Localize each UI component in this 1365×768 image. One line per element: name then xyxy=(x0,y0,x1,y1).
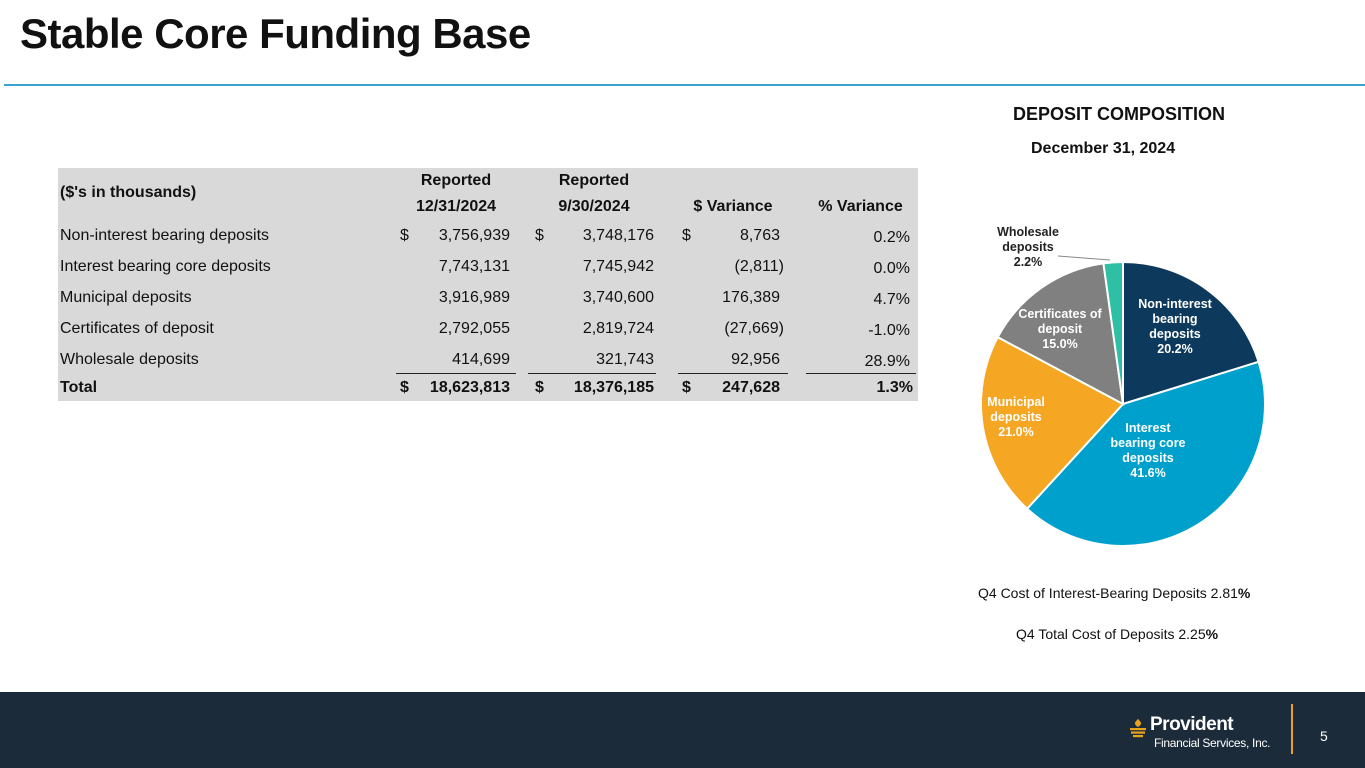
subtotal-rule xyxy=(678,373,788,374)
col-header-reported-1231-line2: 12/31/2024 xyxy=(415,198,497,215)
cell-pct: 28.9% xyxy=(864,353,910,370)
pie-slice-non-interest-bearing-deposits xyxy=(1122,260,1260,406)
cell-pct: 0.2% xyxy=(873,229,910,246)
logo-subtitle: Financial Services, Inc. xyxy=(1154,736,1271,750)
row-label-municipal: Municipal deposits xyxy=(60,289,192,306)
col-header-reported-0930-line2: 9/30/2024 xyxy=(558,198,630,215)
row-label-certificates: Certificates of deposit xyxy=(60,320,214,337)
row-label-non-interest: Non-interest bearing deposits xyxy=(60,227,270,244)
page-title: Stable Core Funding Base xyxy=(20,10,531,57)
footer-divider xyxy=(1291,704,1293,754)
cell-r2: 3,748,176 xyxy=(582,227,654,244)
cell-r2: 321,743 xyxy=(596,351,654,368)
pie-label-municipal-deposits: Municipal deposits 21.0% xyxy=(987,395,1045,439)
pie-label-non-interest-bearing-deposits: Non-interest bearing deposits 20.2% xyxy=(1138,297,1212,356)
dollar-sign: $ xyxy=(400,227,409,244)
cell-r1: 2,792,055 xyxy=(438,320,510,337)
cell-total-pct: 1.3% xyxy=(876,379,913,396)
pie-slice-wholesale-deposits xyxy=(1102,260,1124,405)
pie-label-wholesale-deposits: Wholesale deposits 2.2% xyxy=(997,225,1059,269)
unit-label: ($'s in thousands) xyxy=(60,184,197,201)
col-header-pct-variance: % Variance xyxy=(818,198,903,215)
cell-pct: 4.7% xyxy=(873,291,910,308)
chart-subtitle: December 31, 2024 xyxy=(1031,140,1176,157)
cost-total-note: Q4 Total Cost of Deposits 2.25% xyxy=(1016,626,1219,642)
cell-r1: 3,916,989 xyxy=(438,289,510,306)
chart-title: DEPOSIT COMPOSITION xyxy=(1013,104,1226,124)
dollar-sign: $ xyxy=(682,379,691,396)
cell-total-r2: 18,376,185 xyxy=(573,379,654,396)
deposit-composition-pie: Non-interest bearing deposits 20.2% Interest… xyxy=(980,225,1266,547)
cell-pct: 0.0% xyxy=(873,260,910,277)
cost-interest-bearing-note: Q4 Cost of Interest-Bearing Deposits 2.8… xyxy=(978,585,1251,601)
cell-var: 92,956 xyxy=(731,351,780,368)
pie-slice-municipal-deposits xyxy=(980,335,1125,511)
logo-name: Provident xyxy=(1150,714,1234,735)
cell-total-var: 247,628 xyxy=(722,379,780,396)
subtotal-rule xyxy=(528,373,656,374)
dollar-sign: $ xyxy=(535,227,544,244)
footer-bar: Provident Financial Services, Inc. 5 xyxy=(0,692,1365,768)
cell-var: 176,389 xyxy=(722,289,780,306)
cell-pct: -1.0% xyxy=(868,322,910,339)
pie-label-interest-bearing-core-deposits: Interest bearing core deposits 41.6% xyxy=(1110,421,1185,480)
cell-var: (27,669) xyxy=(724,320,784,337)
title-divider xyxy=(4,84,1365,86)
cell-var: 8,763 xyxy=(739,227,780,244)
cell-r1: 3,756,939 xyxy=(438,227,510,244)
col-header-reported-1231-line1: Reported xyxy=(420,172,492,189)
cell-total-r1: 18,623,813 xyxy=(429,379,510,396)
dollar-sign: $ xyxy=(682,227,691,244)
pie-slice-interest-bearing-core-deposits xyxy=(1025,360,1266,547)
subtotal-rule xyxy=(806,373,916,374)
row-label-total: Total xyxy=(60,379,98,396)
subtotal-rule xyxy=(396,373,516,374)
col-header-reported-0930-line1: Reported xyxy=(558,172,630,189)
cell-r1: 7,743,131 xyxy=(438,258,510,275)
pie-label-certificates-of-deposit: Certificates of deposit 15.0% xyxy=(1018,307,1102,351)
page-number: 5 xyxy=(1320,728,1328,744)
pie-slice-certificates-of-deposit xyxy=(996,262,1125,406)
dollar-sign: $ xyxy=(400,379,409,396)
dollar-sign: $ xyxy=(535,379,544,396)
cell-r2: 7,745,942 xyxy=(582,258,654,275)
row-label-wholesale: Wholesale deposits xyxy=(60,351,199,368)
cell-r2: 3,740,600 xyxy=(582,289,654,306)
cell-r1: 414,699 xyxy=(452,351,510,368)
cell-r2: 2,819,724 xyxy=(582,320,654,337)
row-label-interest-core: Interest bearing core deposits xyxy=(60,258,271,275)
col-header-dollar-variance: $ Variance xyxy=(693,198,773,215)
cell-var: (2,811) xyxy=(734,258,784,275)
provident-flame-icon xyxy=(1130,719,1146,738)
wholesale-leader-line xyxy=(1057,255,1111,261)
deposits-table: ($'s in thousands) Reported 12/31/2024 R… xyxy=(58,168,918,401)
